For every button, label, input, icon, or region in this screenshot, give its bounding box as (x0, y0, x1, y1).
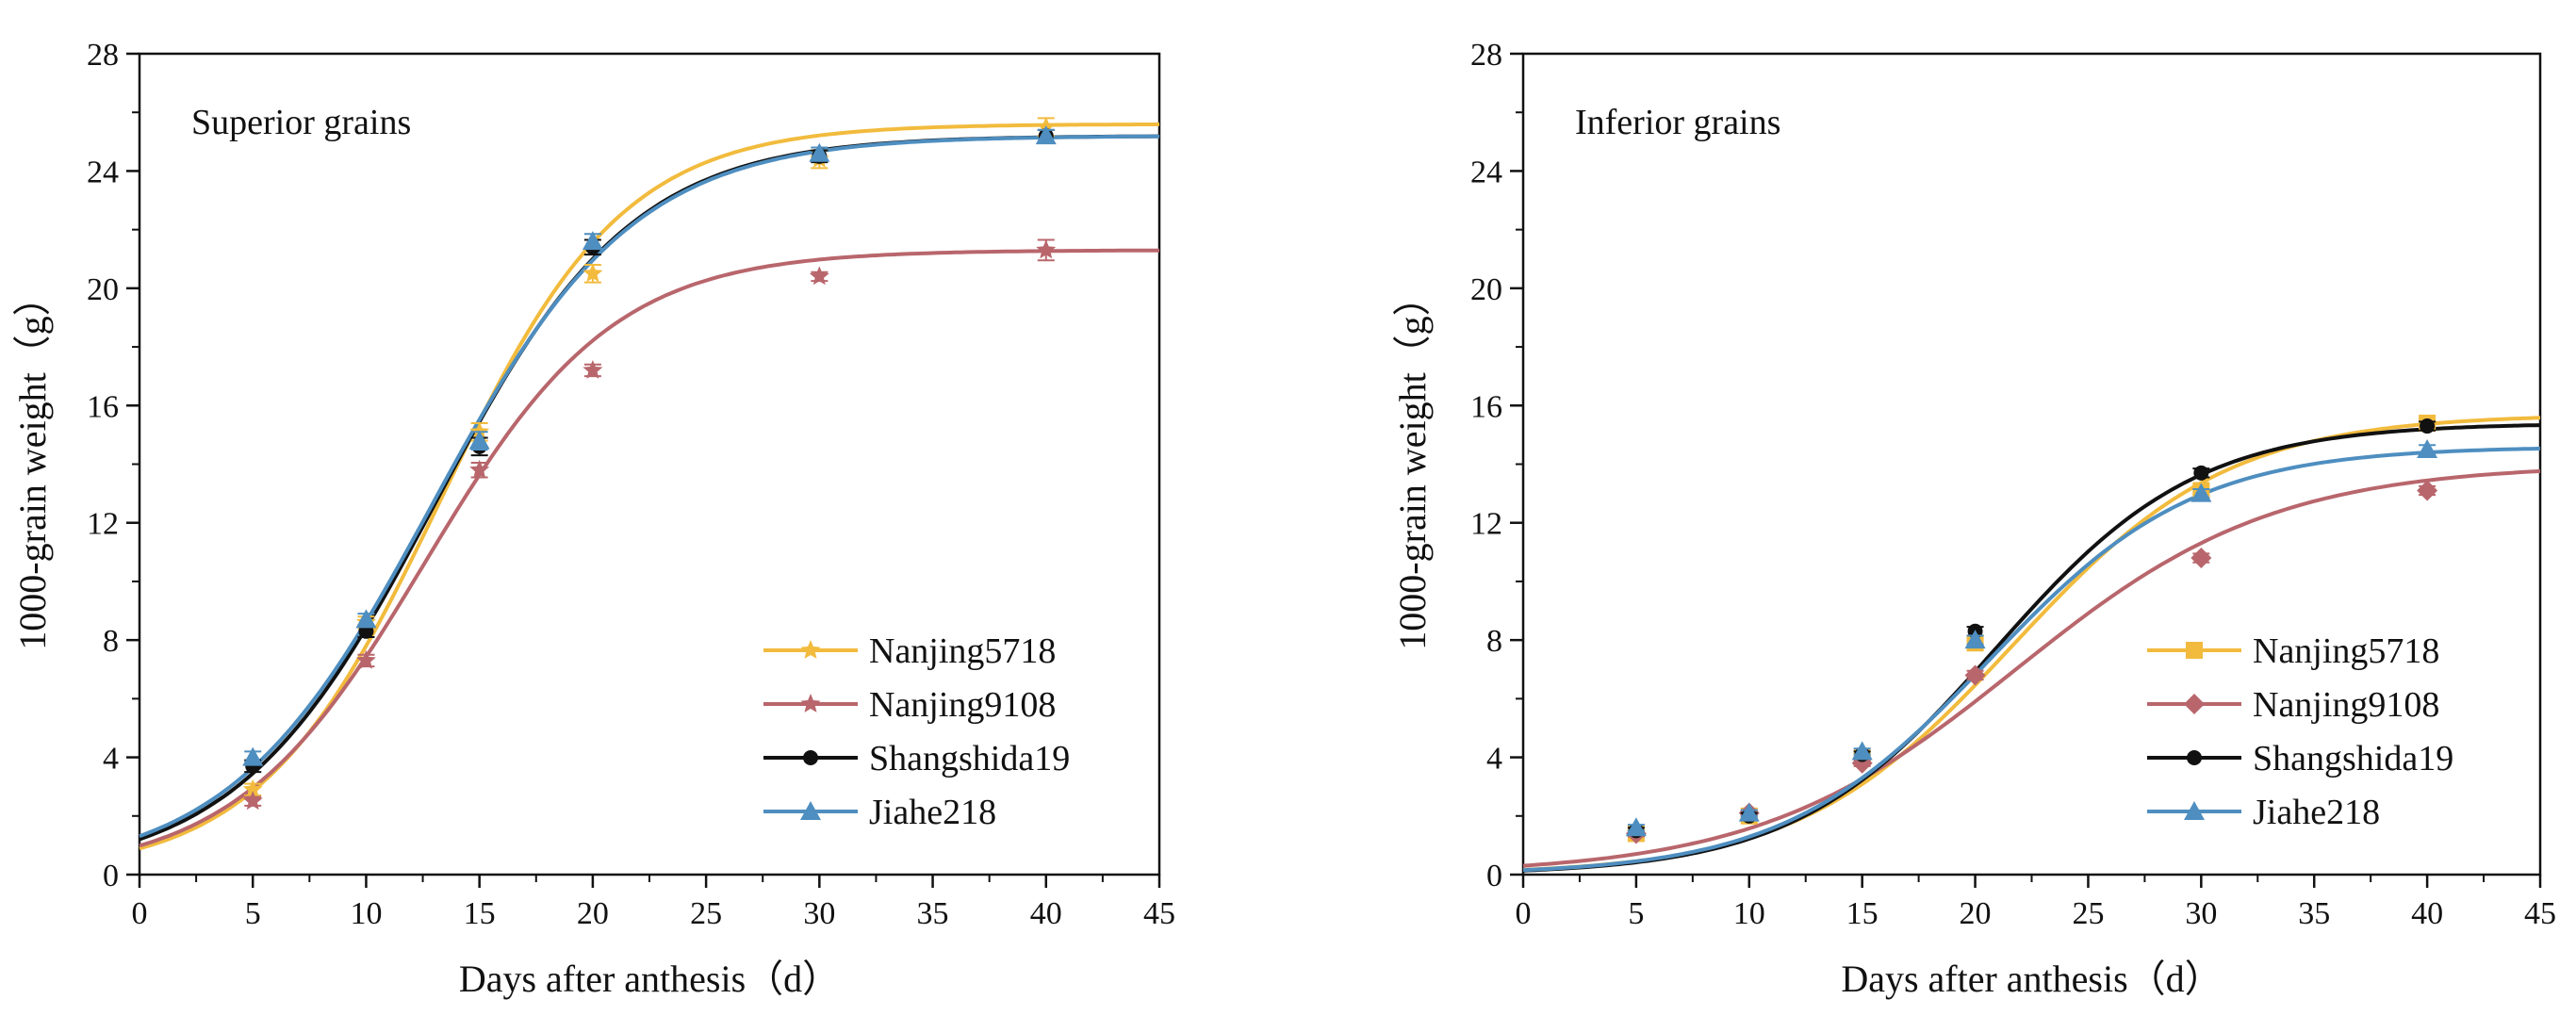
series-line-nanjing9108 (1522, 468, 2541, 868)
x-tick-label: 40 (2411, 896, 2443, 931)
x-tick-label: 30 (2185, 896, 2217, 931)
legend-marker (800, 801, 821, 820)
legend-label: Nanjing9108 (869, 685, 1056, 725)
series-line-nanjing9108 (139, 248, 1159, 848)
data-point (242, 778, 263, 798)
y-tick-label: 0 (1486, 859, 1502, 893)
data-point (1625, 817, 1647, 837)
chart-panel-2: 0 5 10 15 20 25 30 35 40 45 0 4 8 12 16 20 24 28 Days afte… (1391, 38, 2556, 1000)
y-tick-label: 20 (87, 272, 119, 307)
data-point (1036, 239, 1057, 259)
data-point (2190, 548, 2212, 569)
x-tick-label: 25 (2072, 896, 2104, 931)
data-point (2190, 483, 2212, 502)
legend-marker (2184, 694, 2205, 714)
series-line-jiahe218 (1522, 446, 2541, 873)
legend-label: Jiahe218 (2253, 793, 2380, 832)
legend-marker (2187, 750, 2202, 765)
x-tick-label: 0 (132, 896, 148, 931)
data-point (1851, 741, 1873, 761)
data-point (582, 360, 603, 379)
x-tick-label: 10 (1733, 896, 1765, 931)
legend-marker (2184, 801, 2205, 820)
x-tick-label: 25 (690, 896, 722, 931)
data-point (1964, 664, 1986, 686)
x-tick-label: 45 (2524, 896, 2556, 931)
data-point (1738, 802, 1760, 822)
x-tick-label: 35 (917, 896, 949, 931)
data-point (582, 231, 603, 251)
y-tick-label: 24 (1470, 155, 1502, 189)
series-line-shangshida19 (139, 134, 1159, 842)
data-point (2420, 418, 2436, 434)
y-tick-label: 8 (1486, 624, 1502, 659)
x-tick-label: 40 (1030, 896, 1062, 931)
data-point (242, 746, 264, 766)
x-tick-label: 15 (1846, 896, 1879, 931)
x-tick-label: 5 (245, 896, 261, 931)
y-tick-label: 4 (103, 742, 119, 777)
x-tick-label: 5 (1628, 896, 1644, 931)
legend-label: Shangshida19 (2253, 739, 2453, 778)
data-point (1964, 630, 1986, 649)
y-tick-label: 12 (87, 507, 119, 542)
data-point (356, 649, 376, 669)
y-tick-label: 28 (1470, 38, 1502, 73)
data-point (355, 609, 377, 629)
panel-title: Superior grains (191, 103, 411, 142)
y-tick-label: 16 (1470, 389, 1502, 424)
y-tick-label: 16 (87, 389, 119, 424)
legend-marker (800, 640, 821, 659)
legend-marker (803, 750, 818, 765)
y-tick-label: 0 (103, 859, 119, 893)
data-point (809, 266, 829, 286)
legend-label: Shangshida19 (869, 739, 1070, 778)
y-tick-label: 20 (1470, 272, 1502, 307)
chart-panel-1: 0 5 10 15 20 25 30 35 40 45 0 4 8 12 16 20 24 28 Days afte… (11, 38, 1175, 1000)
data-point (469, 459, 490, 479)
legend-label: Jiahe218 (869, 793, 996, 832)
y-axis-title: 1000-grain weight（g） (11, 278, 54, 649)
y-tick-label: 12 (1470, 507, 1502, 542)
data-point (468, 430, 490, 450)
x-tick-label: 10 (350, 896, 382, 931)
panel-title: Inferior grains (1575, 103, 1780, 142)
legend-marker (800, 694, 821, 713)
x-tick-label: 45 (1143, 896, 1175, 931)
data-point (242, 791, 263, 811)
x-tick-label: 15 (464, 896, 496, 931)
data-point (809, 142, 830, 162)
data-point (2417, 438, 2438, 458)
x-tick-label: 30 (803, 896, 835, 931)
x-axis-title: Days after anthesis（d） (459, 958, 840, 1000)
x-tick-label: 20 (577, 896, 609, 931)
y-tick-label: 24 (87, 155, 119, 189)
legend-label: Nanjing5718 (2253, 631, 2439, 671)
x-tick-label: 35 (2298, 896, 2330, 931)
x-tick-label: 20 (1960, 896, 1992, 931)
data-point (1035, 125, 1057, 145)
x-tick-label: 0 (1516, 896, 1532, 931)
data-point (2193, 465, 2209, 481)
y-tick-label: 4 (1486, 742, 1502, 777)
series-line-jiahe218 (139, 134, 1159, 839)
legend-label: Nanjing5718 (869, 631, 1056, 671)
legend-label: Nanjing9108 (2253, 685, 2439, 725)
x-axis-title: Days after anthesis（d） (1841, 958, 2222, 1000)
y-tick-label: 28 (87, 38, 119, 73)
y-tick-label: 8 (103, 624, 119, 659)
data-point (2417, 480, 2438, 501)
y-axis-title: 1000-grain weight（g） (1391, 278, 1434, 649)
data-point (582, 263, 603, 283)
legend-marker (2186, 642, 2203, 659)
